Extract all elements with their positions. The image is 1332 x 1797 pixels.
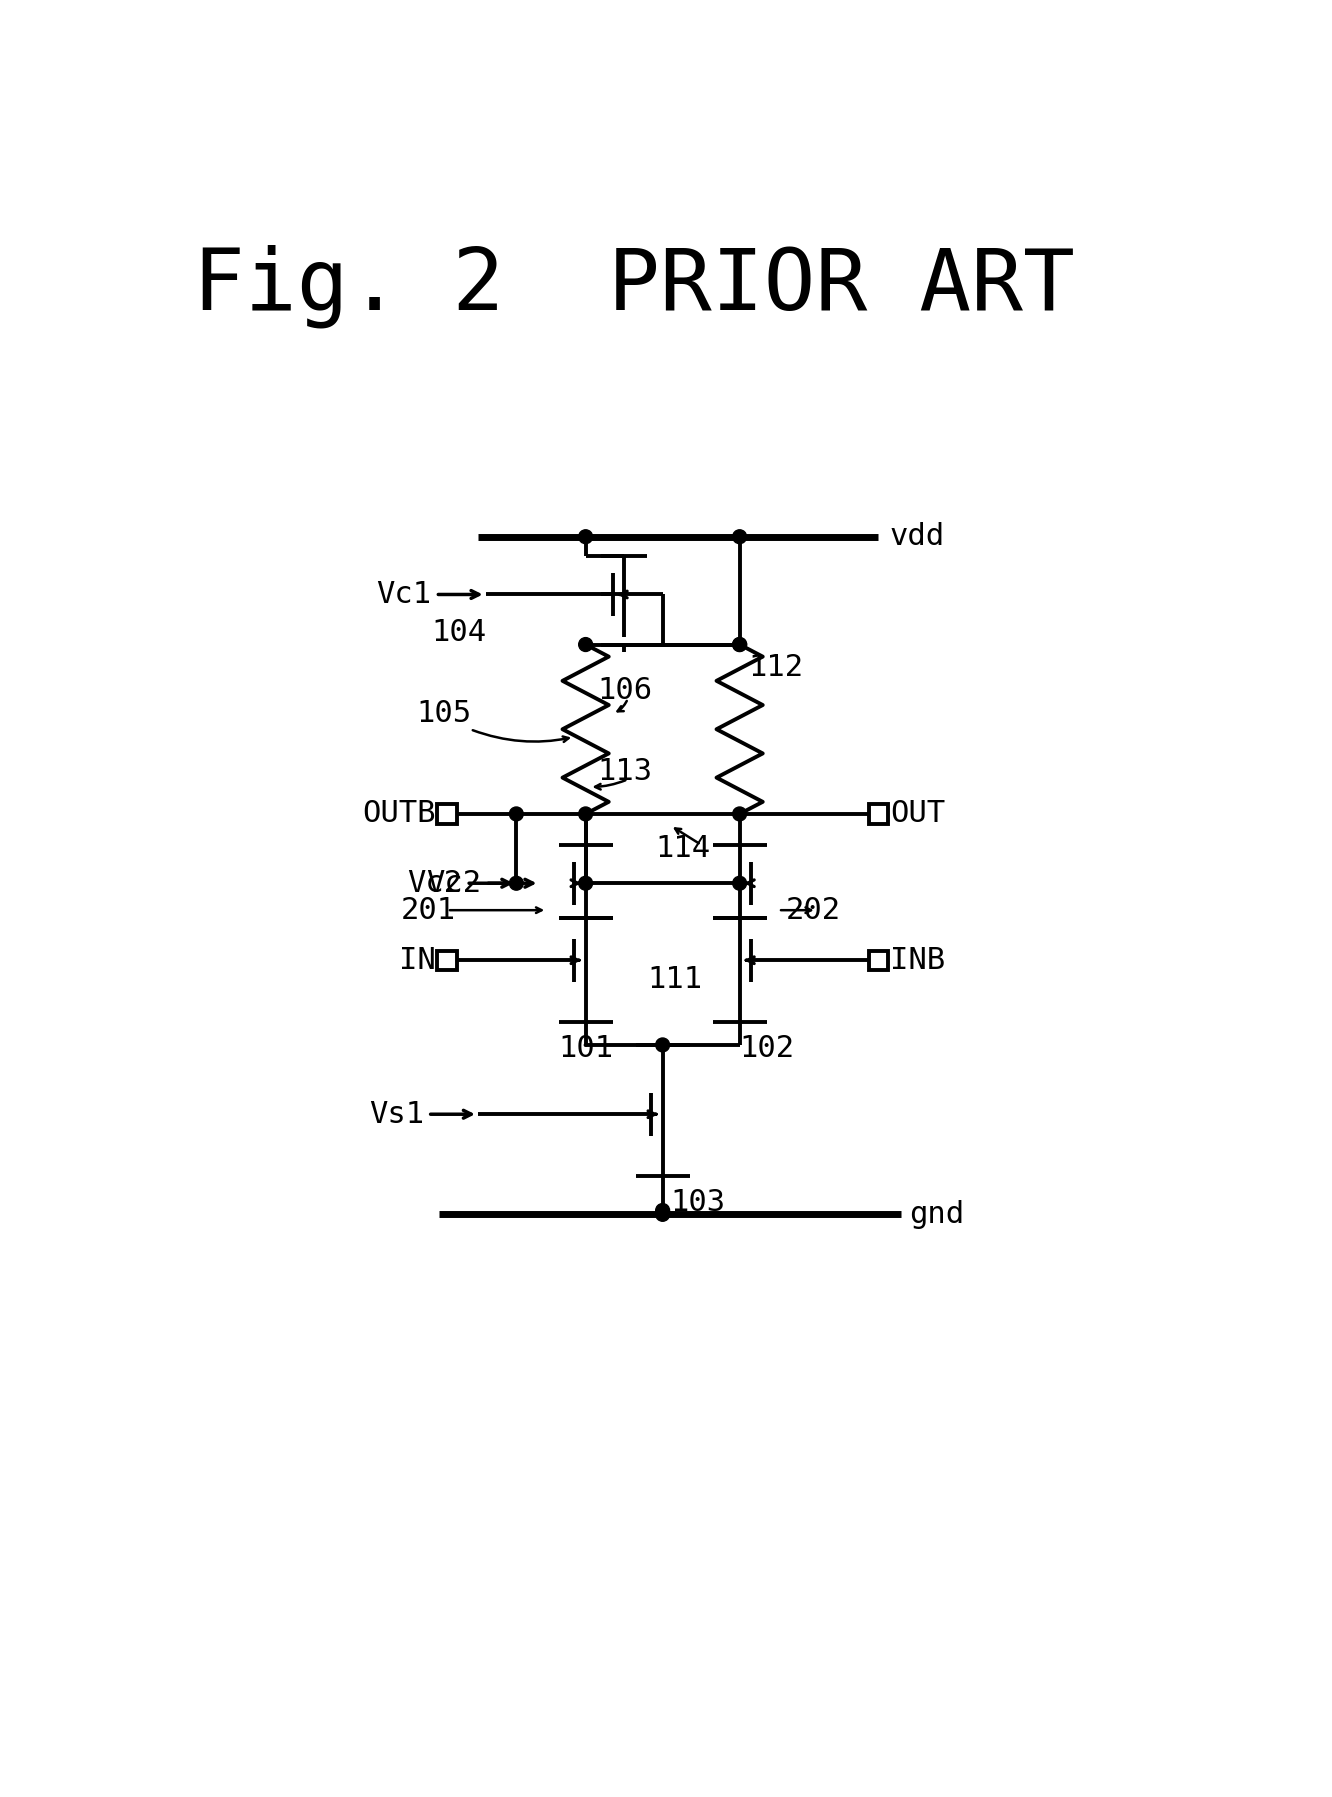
Text: OUT: OUT <box>890 800 944 828</box>
Bar <box>868 805 888 823</box>
Circle shape <box>578 530 593 544</box>
Text: 113: 113 <box>597 757 653 785</box>
Text: Vc2: Vc2 <box>408 868 462 898</box>
Bar <box>437 805 457 823</box>
Text: Vc1: Vc1 <box>377 580 432 609</box>
Circle shape <box>655 1039 670 1051</box>
Text: OUTB: OUTB <box>362 800 436 828</box>
Circle shape <box>655 1204 670 1217</box>
Circle shape <box>509 877 523 890</box>
Text: 103: 103 <box>670 1188 726 1217</box>
Text: Fig. 2  PRIOR ART: Fig. 2 PRIOR ART <box>193 244 1075 327</box>
Circle shape <box>578 807 593 821</box>
Text: 104: 104 <box>432 618 486 647</box>
Text: gnd: gnd <box>908 1200 964 1229</box>
Text: 102: 102 <box>739 1035 795 1064</box>
Text: 112: 112 <box>749 652 805 683</box>
Text: 202: 202 <box>786 895 840 925</box>
Circle shape <box>733 530 746 544</box>
Text: Vc2: Vc2 <box>426 868 482 898</box>
Circle shape <box>509 807 523 821</box>
Text: 111: 111 <box>647 965 702 994</box>
Text: 106: 106 <box>597 676 653 704</box>
Circle shape <box>733 638 746 652</box>
Text: 105: 105 <box>416 699 472 728</box>
Text: 201: 201 <box>401 895 456 925</box>
Text: vdd: vdd <box>890 523 944 552</box>
Text: IN: IN <box>398 945 436 974</box>
Circle shape <box>733 807 746 821</box>
Bar <box>437 951 457 970</box>
Text: 114: 114 <box>655 834 710 863</box>
Text: Vs1: Vs1 <box>369 1100 424 1129</box>
Text: 101: 101 <box>558 1035 614 1064</box>
Circle shape <box>733 877 746 890</box>
Circle shape <box>578 877 593 890</box>
Circle shape <box>655 1208 670 1222</box>
Text: INB: INB <box>890 945 944 974</box>
Bar <box>868 951 888 970</box>
Circle shape <box>733 638 746 652</box>
Circle shape <box>578 638 593 652</box>
